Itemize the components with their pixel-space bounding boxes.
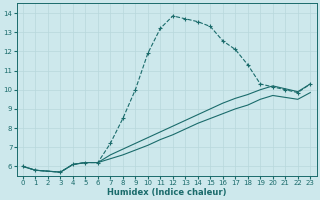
X-axis label: Humidex (Indice chaleur): Humidex (Indice chaleur) (107, 188, 226, 197)
